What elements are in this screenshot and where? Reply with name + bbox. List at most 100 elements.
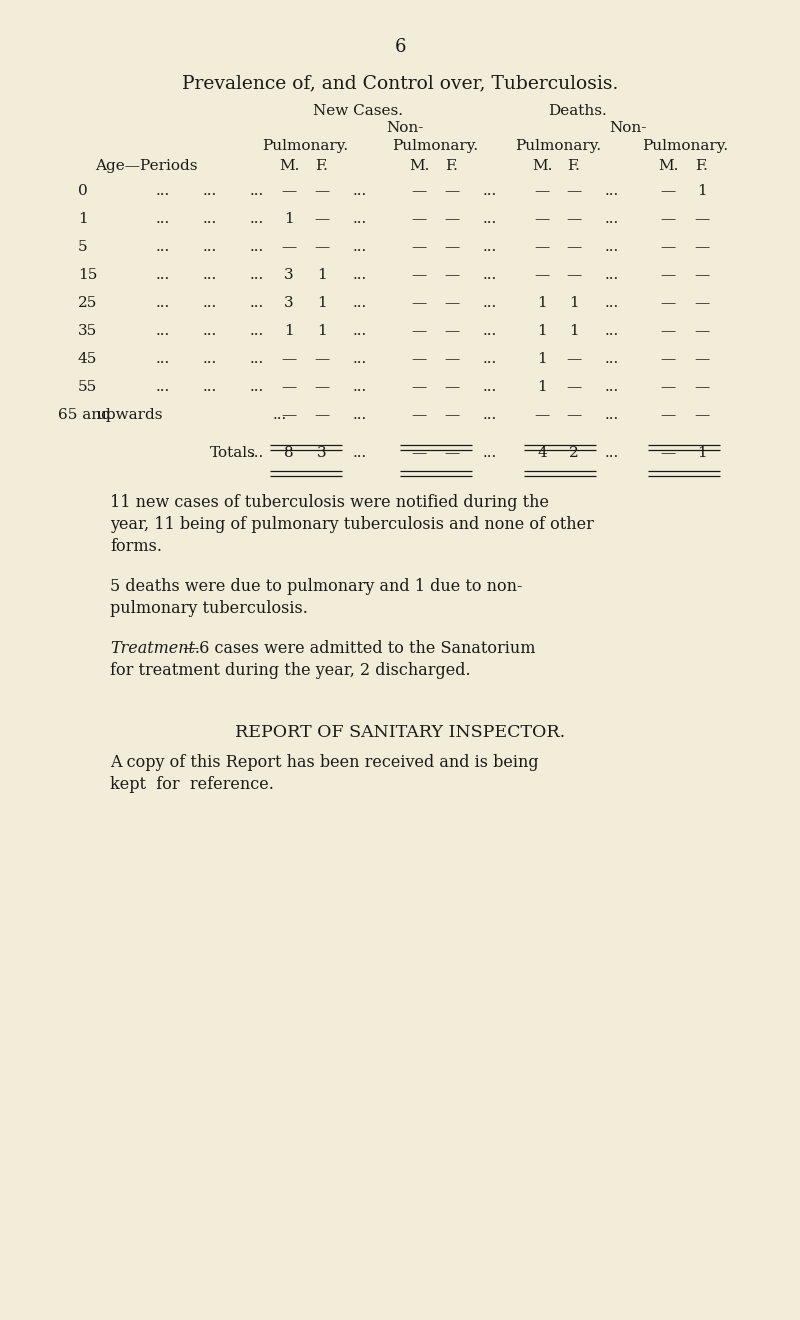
Text: ...: ... — [605, 240, 619, 253]
Text: ...: ... — [250, 183, 264, 198]
Text: 1: 1 — [537, 352, 547, 366]
Text: —: — — [411, 323, 426, 338]
Text: 3: 3 — [284, 268, 294, 282]
Text: 45: 45 — [78, 352, 98, 366]
Text: —: — — [444, 240, 460, 253]
Text: —: — — [282, 183, 297, 198]
Text: Non-: Non- — [610, 121, 646, 135]
Text: —: — — [694, 268, 710, 282]
Text: ...: ... — [250, 323, 264, 338]
Text: Pulmonary.: Pulmonary. — [392, 139, 478, 153]
Text: —: — — [566, 380, 582, 393]
Text: —: — — [411, 213, 426, 226]
Text: ...: ... — [156, 296, 170, 310]
Text: ...: ... — [156, 380, 170, 393]
Text: ...: ... — [605, 296, 619, 310]
Text: —: — — [566, 213, 582, 226]
Text: Pulmonary.: Pulmonary. — [262, 139, 348, 153]
Text: ...: ... — [250, 380, 264, 393]
Text: —: — — [444, 446, 460, 459]
Text: ...: ... — [483, 183, 497, 198]
Text: ...: ... — [156, 268, 170, 282]
Text: F.: F. — [315, 158, 329, 173]
Text: 0: 0 — [78, 183, 88, 198]
Text: ...: ... — [156, 213, 170, 226]
Text: ...: ... — [605, 213, 619, 226]
Text: —: — — [314, 183, 330, 198]
Text: 55: 55 — [78, 380, 98, 393]
Text: Totals: Totals — [210, 446, 256, 459]
Text: Non-: Non- — [386, 121, 424, 135]
Text: M.: M. — [409, 158, 429, 173]
Text: —: — — [411, 240, 426, 253]
Text: M.: M. — [532, 158, 552, 173]
Text: ...: ... — [605, 268, 619, 282]
Text: ...: ... — [483, 323, 497, 338]
Text: —: — — [694, 352, 710, 366]
Text: F.: F. — [695, 158, 709, 173]
Text: ...: ... — [353, 183, 367, 198]
Text: ...: ... — [250, 296, 264, 310]
Text: —: — — [411, 380, 426, 393]
Text: ...: ... — [483, 352, 497, 366]
Text: year, 11 being of pulmonary tuberculosis and none of other: year, 11 being of pulmonary tuberculosis… — [110, 516, 594, 533]
Text: Treatment.: Treatment. — [110, 640, 200, 657]
Text: —6 cases were admitted to the Sanatorium: —6 cases were admitted to the Sanatorium — [183, 640, 535, 657]
Text: —: — — [411, 352, 426, 366]
Text: —: — — [314, 213, 330, 226]
Text: 5: 5 — [78, 240, 88, 253]
Text: 1: 1 — [569, 323, 579, 338]
Text: —: — — [282, 240, 297, 253]
Text: —: — — [694, 408, 710, 422]
Text: ...: ... — [353, 268, 367, 282]
Text: ...: ... — [156, 183, 170, 198]
Text: 1: 1 — [537, 323, 547, 338]
Text: ...: ... — [605, 183, 619, 198]
Text: ...: ... — [483, 408, 497, 422]
Text: 11 new cases of tuberculosis were notified during the: 11 new cases of tuberculosis were notifi… — [110, 494, 549, 511]
Text: 25: 25 — [78, 296, 98, 310]
Text: ...: ... — [203, 240, 217, 253]
Text: ...: ... — [605, 446, 619, 459]
Text: —: — — [694, 240, 710, 253]
Text: Deaths.: Deaths. — [549, 104, 607, 117]
Text: —: — — [566, 352, 582, 366]
Text: ...: ... — [353, 380, 367, 393]
Text: ...: ... — [203, 352, 217, 366]
Text: ...: ... — [156, 323, 170, 338]
Text: 3: 3 — [317, 446, 327, 459]
Text: 1: 1 — [317, 296, 327, 310]
Text: —: — — [444, 213, 460, 226]
Text: 2: 2 — [569, 446, 579, 459]
Text: 8: 8 — [284, 446, 294, 459]
Text: ...: ... — [250, 446, 264, 459]
Text: ...: ... — [483, 296, 497, 310]
Text: —: — — [660, 323, 676, 338]
Text: —: — — [566, 240, 582, 253]
Text: —: — — [444, 352, 460, 366]
Text: ...: ... — [250, 352, 264, 366]
Text: —: — — [282, 380, 297, 393]
Text: —: — — [444, 380, 460, 393]
Text: ...: ... — [203, 213, 217, 226]
Text: 1: 1 — [317, 268, 327, 282]
Text: 1: 1 — [284, 213, 294, 226]
Text: Pulmonary.: Pulmonary. — [515, 139, 601, 153]
Text: 1: 1 — [569, 296, 579, 310]
Text: 1: 1 — [537, 380, 547, 393]
Text: —: — — [411, 408, 426, 422]
Text: New Cases.: New Cases. — [313, 104, 403, 117]
Text: ...: ... — [605, 380, 619, 393]
Text: 1: 1 — [537, 296, 547, 310]
Text: —: — — [534, 240, 550, 253]
Text: —: — — [282, 352, 297, 366]
Text: upwards: upwards — [97, 408, 163, 422]
Text: ...: ... — [353, 352, 367, 366]
Text: 35: 35 — [78, 323, 98, 338]
Text: —: — — [566, 183, 582, 198]
Text: ...: ... — [605, 352, 619, 366]
Text: ...: ... — [353, 408, 367, 422]
Text: —: — — [534, 408, 550, 422]
Text: forms.: forms. — [110, 539, 162, 554]
Text: —: — — [660, 352, 676, 366]
